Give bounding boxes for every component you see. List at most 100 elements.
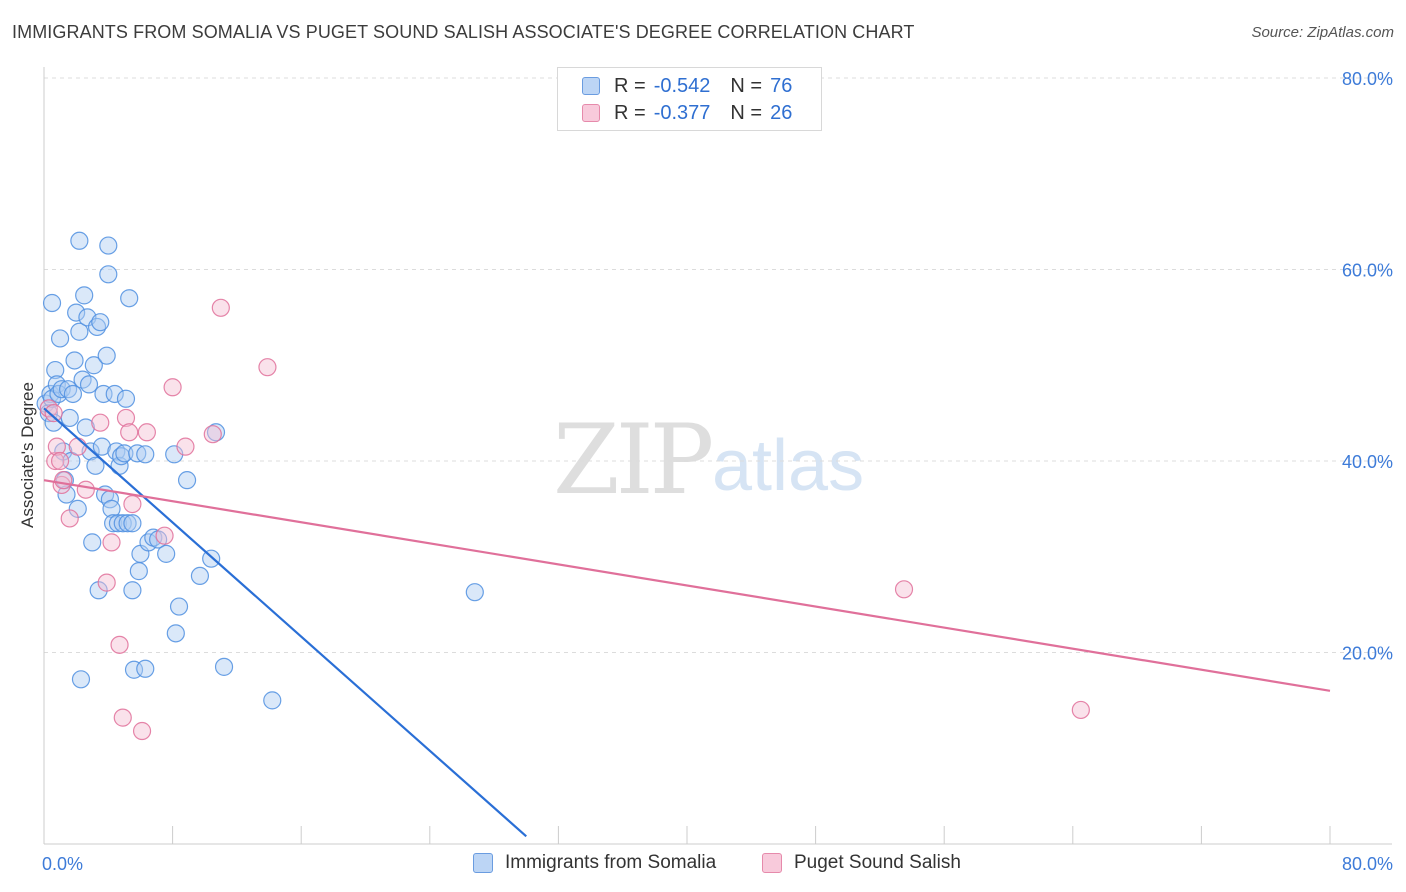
grid-lines: [44, 77, 1392, 653]
series-salish: [39, 298, 1090, 741]
data-point: [57, 485, 76, 504]
data-point: [50, 451, 70, 471]
legend-row-somalia: R = -0.542 N = 76: [582, 73, 792, 99]
legend-item-somalia: Immigrants from Somalia: [473, 852, 716, 874]
tick-labels: 20.0% 40.0% 60.0% 80.0% 0.0% 80.0%: [42, 69, 1393, 874]
data-point: [110, 635, 129, 654]
data-point: [63, 384, 83, 404]
data-point: [129, 562, 148, 581]
legend-n-value: 26: [770, 101, 793, 124]
legend-n-label: N =: [730, 74, 763, 97]
legend-swatch-somalia: [473, 853, 493, 873]
legend-r-label: R =: [614, 101, 646, 124]
legend-row-salish: R = -0.377 N = 26: [582, 100, 792, 126]
legend-n-value: 76: [770, 74, 793, 97]
data-point: [50, 329, 70, 348]
series-somalia: [36, 231, 484, 710]
data-point: [177, 471, 197, 490]
legend-r-value: -0.542: [653, 74, 711, 97]
data-point: [163, 378, 182, 397]
watermark-atlas: atlas: [712, 426, 864, 506]
data-point: [166, 624, 185, 643]
chart-title: IMMIGRANTS FROM SOMALIA VS PUGET SOUND S…: [12, 22, 915, 42]
data-point: [1071, 700, 1090, 720]
data-point: [79, 375, 99, 394]
data-point: [97, 573, 116, 592]
data-point: [76, 418, 95, 437]
data-point: [211, 298, 230, 317]
data-point: [75, 286, 94, 305]
data-point: [54, 471, 73, 490]
trend-line: [43, 479, 1331, 692]
data-point: [120, 423, 139, 442]
source-label: Source: ZipAtlas.com: [1251, 24, 1394, 41]
data-point: [104, 514, 123, 533]
data-point: [465, 583, 484, 602]
correlation-legend: R = -0.542 N = 76 R = -0.377 N = 26: [557, 67, 822, 131]
data-point: [60, 509, 79, 528]
data-point: [99, 236, 118, 255]
data-point: [52, 380, 71, 399]
data-point: [47, 437, 66, 456]
data-point: [116, 389, 136, 408]
data-point: [123, 581, 142, 600]
data-point: [83, 533, 102, 552]
trend-lines: [43, 407, 1331, 838]
legend-label-salish: Puget Sound Salish: [794, 852, 961, 873]
legend-r-value: -0.377: [653, 101, 711, 124]
data-point: [169, 597, 189, 616]
data-point: [71, 670, 91, 689]
data-point: [91, 413, 110, 432]
data-point: [113, 514, 132, 533]
y-tick-label: 20.0%: [1342, 644, 1393, 664]
data-point: [91, 313, 110, 332]
legend-swatch-salish: [762, 853, 782, 873]
data-point: [116, 408, 136, 428]
data-point: [105, 384, 124, 404]
watermark: ZIP atlas: [553, 404, 864, 516]
data-point: [118, 514, 137, 533]
data-point: [157, 544, 176, 563]
data-point: [214, 657, 234, 676]
data-point: [263, 691, 282, 710]
data-point: [67, 303, 86, 322]
y-tick-label: 40.0%: [1342, 452, 1393, 472]
data-point: [102, 533, 121, 552]
data-point: [97, 346, 116, 365]
y-tick-label: 60.0%: [1342, 261, 1393, 281]
data-point: [136, 659, 155, 678]
legend-r-label: R =: [614, 74, 646, 97]
data-point: [84, 356, 103, 375]
data-point: [123, 494, 142, 514]
data-point: [123, 514, 142, 533]
series-legend: Immigrants from Somalia Puget Sound Sali…: [0, 852, 1406, 878]
data-point: [115, 444, 134, 463]
data-point: [155, 526, 174, 545]
data-point: [70, 322, 89, 341]
legend-n-label: N =: [730, 101, 763, 124]
data-point: [76, 480, 95, 499]
data-point: [65, 351, 84, 370]
trend-line: [43, 407, 527, 838]
watermark-zip: ZIP: [553, 404, 712, 516]
data-point: [70, 231, 89, 250]
data-point: [60, 408, 79, 428]
data-point: [120, 289, 139, 308]
data-point: [46, 451, 65, 471]
data-point: [46, 360, 65, 380]
x-tick-label: 0.0%: [42, 854, 83, 874]
legend-swatch-somalia: [582, 77, 600, 95]
data-point: [137, 423, 156, 442]
data-point: [203, 425, 222, 444]
data-point: [136, 445, 155, 464]
y-axis-label: Associate's Degree: [18, 382, 37, 528]
x-tick-label: 80.0%: [1342, 854, 1393, 874]
data-point: [206, 423, 226, 442]
data-point: [99, 265, 118, 284]
data-point: [894, 580, 914, 599]
axes: [43, 67, 1392, 845]
data-point: [92, 437, 111, 456]
data-point: [68, 437, 87, 456]
data-point: [42, 293, 62, 313]
